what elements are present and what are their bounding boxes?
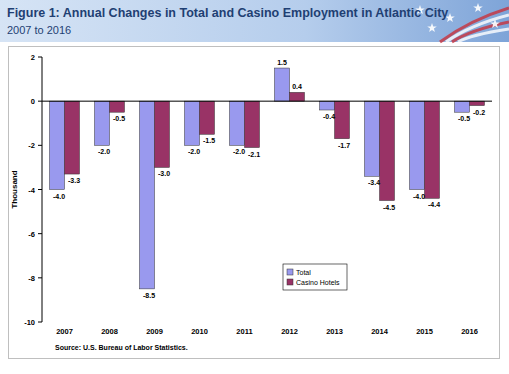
data-label: -2.0 — [98, 148, 110, 155]
bar — [455, 101, 470, 112]
y-tick-label: -8 — [28, 274, 35, 283]
bar — [200, 101, 215, 134]
y-tick — [38, 233, 42, 234]
y-tick-label: -2 — [28, 141, 35, 150]
bar — [95, 101, 110, 145]
data-label: -0.4 — [323, 113, 335, 120]
bar — [275, 68, 290, 101]
y-axis-label: Thousand — [10, 170, 19, 208]
bar — [470, 101, 485, 105]
y-tick-label: 2 — [31, 53, 35, 62]
bar — [425, 101, 440, 198]
data-label: -2.1 — [248, 151, 260, 158]
x-tick-label: 2009 — [146, 327, 163, 336]
legend-label: Total — [296, 269, 311, 276]
bar — [140, 101, 155, 289]
legend-label: Casino Hotels — [296, 279, 340, 286]
flag-stripe — [452, 22, 509, 42]
header-band — [0, 0, 509, 42]
y-tick — [38, 57, 42, 58]
legend-swatch — [287, 269, 293, 275]
flag-star — [427, 23, 437, 32]
data-label: -4.5 — [383, 204, 395, 211]
flag-stripe — [446, 15, 509, 42]
data-label: -2.0 — [188, 148, 200, 155]
bar — [65, 101, 80, 174]
data-label: -2.0 — [233, 148, 245, 155]
x-tick-label: 2011 — [236, 327, 252, 336]
data-label: -1.5 — [203, 137, 215, 144]
legend: Total Casino Hotels — [283, 264, 347, 290]
data-label: -8.5 — [143, 292, 155, 299]
chart-frame — [9, 47, 500, 359]
data-label: -3.0 — [158, 170, 170, 177]
data-label: -0.5 — [113, 115, 125, 122]
x-tick-label: 2012 — [281, 327, 298, 336]
data-label: -0.5 — [458, 115, 470, 122]
x-tick-label: 2016 — [461, 327, 478, 336]
bar — [290, 92, 305, 101]
x-tick-label: 2007 — [56, 327, 73, 336]
chart: Figure 1: Annual Changes in Total and Ca… — [0, 0, 509, 374]
legend-box — [283, 264, 347, 290]
data-label: 1.5 — [277, 59, 287, 66]
title: Figure 1: Annual Changes in Total and Ca… — [7, 6, 448, 20]
data-label: -3.3 — [68, 177, 80, 184]
data-label: -3.4 — [368, 179, 380, 186]
y-tick — [38, 145, 42, 146]
data-label: -4.0 — [53, 193, 65, 200]
x-tick-label: 2008 — [101, 327, 118, 336]
data-label: -4.4 — [428, 201, 440, 208]
bar — [50, 101, 65, 189]
y-tick — [38, 189, 42, 190]
x-tick-label: 2013 — [326, 327, 343, 336]
x-tick-label: 2010 — [191, 327, 208, 336]
y-tick-label: 0 — [31, 97, 35, 106]
bar — [380, 101, 395, 200]
y-tick — [38, 101, 42, 102]
y-tick — [38, 277, 42, 278]
bar — [110, 101, 125, 112]
subtitle: 2007 to 2016 — [7, 24, 71, 36]
bar — [155, 101, 170, 167]
bar — [365, 101, 380, 176]
bar — [185, 101, 200, 145]
data-label: 0.4 — [292, 83, 302, 90]
bar — [230, 101, 245, 145]
x-tick-label: 2015 — [416, 327, 433, 336]
bar — [245, 101, 260, 147]
bar — [335, 101, 350, 139]
y-tick-label: -10 — [24, 318, 35, 327]
data-label: -4.0 — [413, 193, 425, 200]
flag-stripe — [440, 8, 509, 42]
y-tick-label: -4 — [28, 186, 35, 195]
data-label: -0.2 — [473, 109, 485, 116]
x-tick-label: 2014 — [371, 327, 389, 336]
legend-swatch — [287, 279, 293, 285]
bar — [320, 101, 335, 110]
y-tick-label: -6 — [28, 230, 35, 239]
zero-line — [42, 101, 492, 102]
flag-stripe — [458, 29, 509, 42]
data-label: -1.7 — [338, 142, 350, 149]
data-labels: -4.0-2.0-8.5-2.0-2.01.5-0.4-3.4-4.0-0.5-… — [53, 59, 485, 299]
bar — [410, 101, 425, 189]
source: Source: U.S. Bureau of Labor Statistics. — [55, 344, 188, 351]
y-tick — [38, 322, 42, 323]
flag-star — [490, 19, 500, 28]
flag-star — [473, 3, 483, 12]
